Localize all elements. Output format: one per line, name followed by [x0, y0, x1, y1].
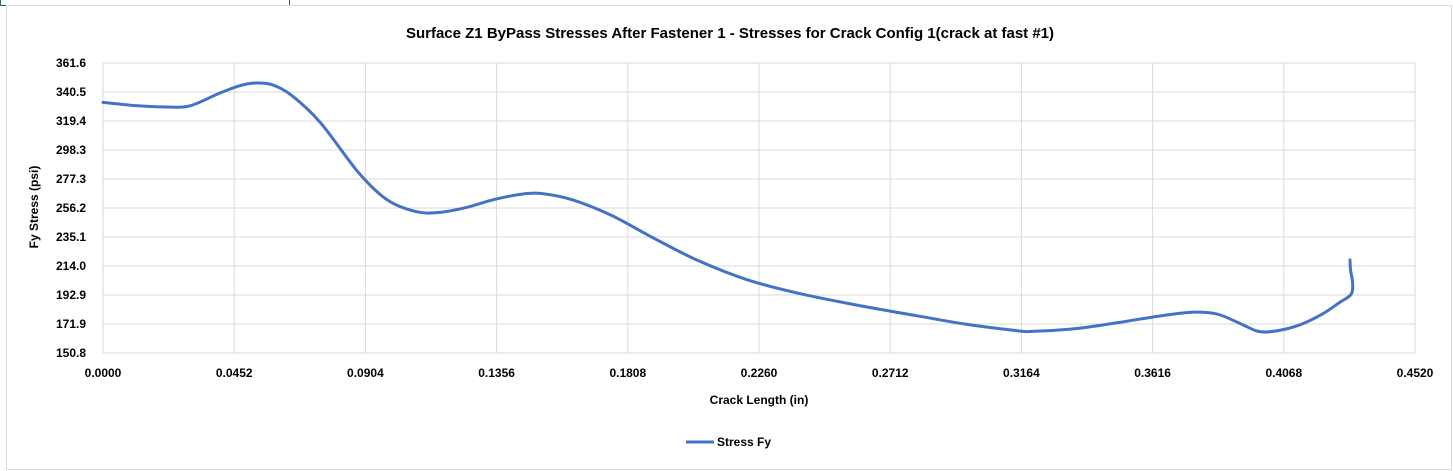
y-tick-label: 298.3	[56, 143, 86, 157]
x-tick-label: 0.2712	[872, 366, 909, 380]
y-tick-label: 256.2	[56, 201, 86, 215]
x-tick-label: 0.0904	[347, 366, 384, 380]
x-tick-label: 0.1808	[609, 366, 646, 380]
chart-title: Surface Z1 ByPass Stresses After Fastene…	[406, 25, 1054, 42]
y-axis-label: Fy Stress (psi)	[27, 166, 41, 249]
legend: Stress Fy	[686, 435, 771, 449]
x-tick-labels: 0.0000 0.0452 0.0904 0.1356 0.1808 0.2260 0.27…	[85, 366, 1434, 380]
legend-label-stress-fy: Stress Fy	[717, 435, 771, 449]
y-tick-label: 277.3	[56, 172, 86, 186]
y-tick-label: 214.0	[56, 259, 86, 273]
y-tick-label: 235.1	[56, 230, 86, 244]
series-line-stress-fy[interactable]	[101, 81, 1355, 334]
x-tick-label: 0.1356	[478, 366, 515, 380]
x-tick-label: 0.3616	[1134, 366, 1171, 380]
x-tick-label: 0.3164	[1003, 366, 1040, 380]
y-tick-labels: 361.6 340.5 319.4 298.3 277.3 256.2 235.1 214.0…	[56, 56, 86, 360]
x-tick-label: 0.4068	[1265, 366, 1302, 380]
y-tick-label: 319.4	[56, 114, 86, 128]
y-tick-label: 361.6	[56, 56, 86, 70]
x-axis-label: Crack Length (in)	[710, 393, 809, 407]
plot-grid	[102, 62, 1416, 354]
series-group	[101, 81, 1355, 334]
y-tick-label: 192.9	[56, 288, 86, 302]
x-tick-label: 0.0000	[85, 366, 122, 380]
x-tick-label: 0.2260	[741, 366, 778, 380]
y-tick-label: 150.8	[56, 346, 86, 360]
x-tick-label: 0.4520	[1397, 366, 1434, 380]
y-tick-label: 171.9	[56, 317, 86, 331]
y-tick-label: 340.5	[56, 85, 86, 99]
x-tick-label: 0.0452	[216, 366, 253, 380]
